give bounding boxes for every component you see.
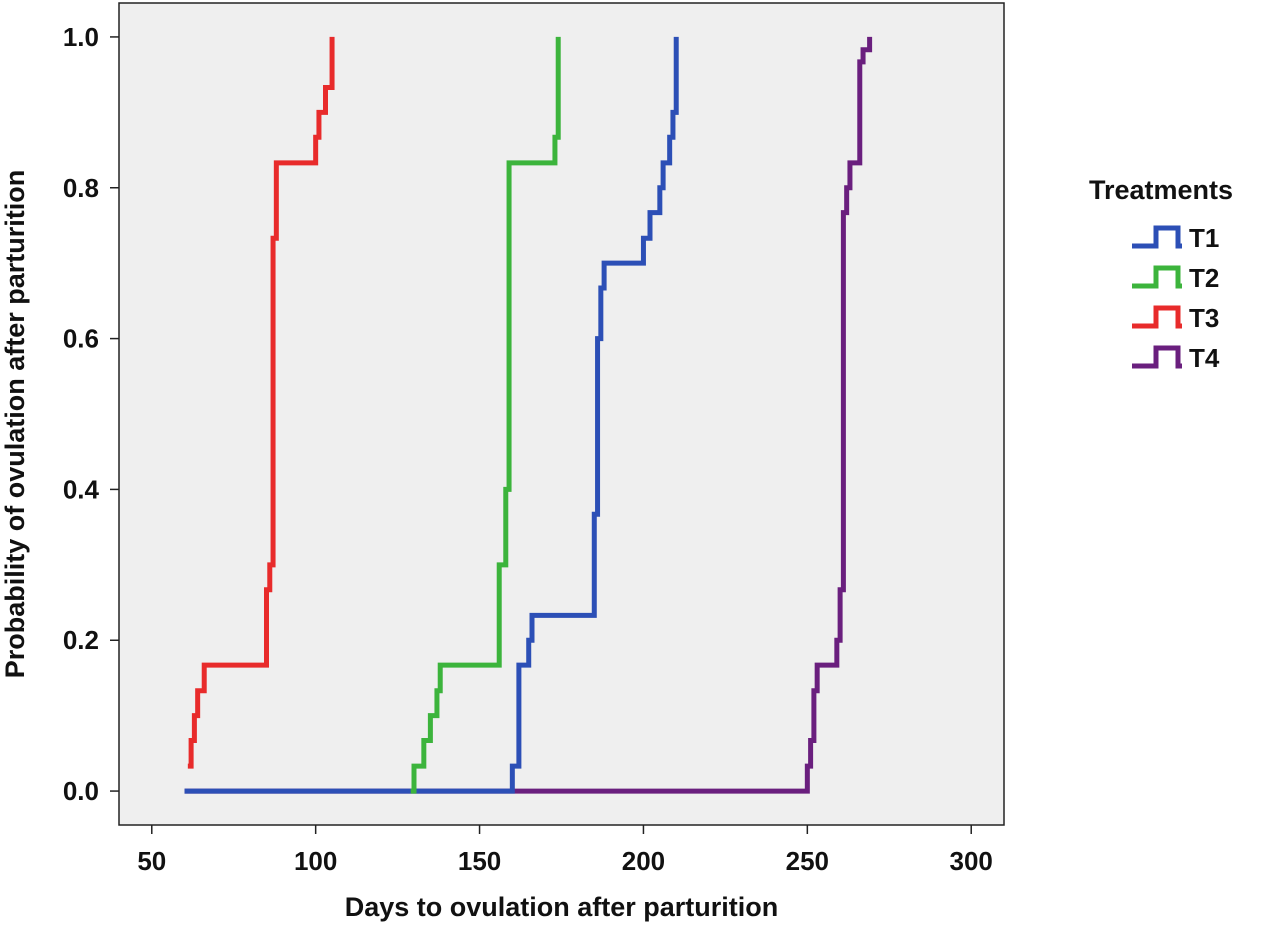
series-layer <box>184 36 873 794</box>
x-tick-label: 100 <box>294 846 337 876</box>
y-tick-label: 0.6 <box>63 324 99 354</box>
y-axis-ticks: 0.0 0.2 0.4 0.6 0.8 1.0 <box>63 22 119 806</box>
y-tick-label: 0.4 <box>63 474 100 504</box>
series-line-t1 <box>184 36 679 794</box>
legend-swatch-t3 <box>1132 305 1182 329</box>
y-tick-label: 0.2 <box>63 625 99 655</box>
y-tick-label: 1.0 <box>63 22 99 52</box>
legend-swatch-t1 <box>1132 225 1182 249</box>
legend-label-t1: T1 <box>1189 223 1219 253</box>
series-line-t3 <box>187 36 335 769</box>
x-tick-label: 200 <box>622 846 665 876</box>
plot-area <box>118 2 1005 826</box>
x-axis-title: Days to ovulation after parturition <box>345 892 779 922</box>
y-tick-label: 0.0 <box>63 776 99 806</box>
legend-title: Treatments <box>1089 175 1233 205</box>
x-tick-label: 250 <box>786 846 829 876</box>
y-tick-label: 0.8 <box>63 173 99 203</box>
x-tick-label: 150 <box>458 846 501 876</box>
x-tick-label: 300 <box>950 846 993 876</box>
y-axis-title: Probability of ovulation after parturiti… <box>0 170 30 679</box>
legend-label-t4: T4 <box>1189 343 1220 373</box>
legend-swatch-t2 <box>1132 265 1182 289</box>
x-tick-label: 50 <box>137 846 166 876</box>
legend: T1 T2 T3 T4 <box>1132 223 1220 373</box>
legend-swatch-t4 <box>1132 345 1182 369</box>
legend-label-t2: T2 <box>1189 263 1219 293</box>
series-line-t2 <box>410 36 561 794</box>
legend-label-t3: T3 <box>1189 303 1219 333</box>
x-axis-ticks: 50 100 150 200 250 300 <box>137 825 993 876</box>
series-line-t4 <box>184 36 873 794</box>
